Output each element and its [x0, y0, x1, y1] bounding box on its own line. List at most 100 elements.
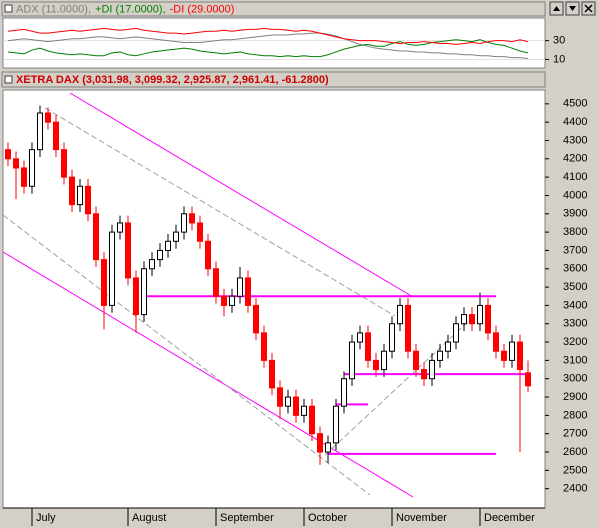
x-tick-label: July — [36, 512, 56, 524]
candle-body — [141, 268, 147, 316]
x-tick-label: September — [220, 512, 274, 524]
candle-body — [213, 268, 219, 297]
candle-body — [253, 304, 259, 334]
candle-body — [333, 405, 339, 444]
y-tick-label: 4500 — [563, 98, 587, 110]
indicator-line — [7, 39, 529, 58]
candle-body — [517, 341, 523, 371]
adx-legend: ADX (11.0000), +DI (17.0000), -DI (29.0000… — [16, 3, 234, 15]
candle-body — [93, 213, 99, 261]
x-tick-label: October — [308, 512, 347, 524]
candle-body — [125, 222, 131, 279]
adx-plot — [2, 17, 546, 69]
candle-body — [397, 304, 403, 325]
candle-body — [317, 433, 323, 453]
candle-body — [461, 314, 467, 325]
candle-body — [149, 259, 155, 270]
candle-body — [181, 213, 187, 233]
candle-body — [45, 112, 51, 123]
y-tick-label: 3200 — [563, 336, 587, 348]
y-tick-label: 4100 — [563, 171, 587, 183]
legend-entry: +DI (17.0000), — [95, 3, 166, 15]
candle-body — [413, 350, 419, 371]
candle-body — [269, 359, 275, 389]
candle-body — [325, 442, 331, 453]
x-tick-label: November — [396, 512, 447, 524]
candle-body — [373, 359, 379, 371]
candle-body — [157, 249, 163, 261]
candle-body — [245, 277, 251, 306]
x-tick-label: August — [132, 512, 166, 524]
up-icon — [553, 6, 560, 11]
candle-body — [437, 350, 443, 361]
candle-body — [365, 332, 371, 361]
y-tick-label: 30 — [553, 35, 565, 47]
panel-icon — [4, 75, 13, 84]
y-tick-label: 3900 — [563, 208, 587, 220]
candle-body — [237, 277, 243, 297]
y-tick-label: 3000 — [563, 373, 587, 385]
y-tick-label: 3800 — [563, 226, 587, 238]
candle-body — [189, 213, 195, 224]
candle-body — [509, 341, 515, 361]
price-title-bar — [1, 71, 546, 88]
y-tick-label: 4300 — [563, 134, 587, 146]
candle-body — [389, 323, 395, 352]
y-tick-label: 3600 — [563, 263, 587, 275]
candle-body — [277, 387, 283, 407]
candle-body — [341, 378, 347, 407]
candle-body — [405, 304, 411, 352]
candle-body — [101, 259, 107, 306]
indicator-line — [7, 32, 529, 60]
candle-body — [309, 405, 315, 435]
candle-body — [61, 149, 67, 178]
y-tick-label: 4000 — [563, 189, 587, 201]
channel-upper — [69, 92, 414, 298]
x-tick-label: December — [484, 512, 535, 524]
y-tick-label: 2500 — [563, 464, 587, 476]
y-tick-label: 3700 — [563, 244, 587, 256]
channel-mid — [44, 107, 396, 317]
candle-body — [453, 323, 459, 343]
y-tick-label: 3300 — [563, 318, 587, 330]
candle-body — [13, 158, 19, 169]
candle-body — [133, 277, 139, 316]
channel-lower — [2, 251, 414, 498]
candle-body — [85, 185, 91, 215]
candle-body — [381, 350, 387, 371]
y-tick-label: 4400 — [563, 116, 587, 128]
price-plot — [2, 89, 546, 509]
panel-icon — [4, 4, 13, 13]
close-icon — [584, 4, 593, 13]
y-tick-label: 2400 — [563, 483, 587, 495]
adx-title-bar — [1, 1, 546, 17]
y-tick-label: 3400 — [563, 299, 587, 311]
candle-body — [477, 304, 483, 325]
candle-body — [469, 314, 475, 325]
y-tick-label: 2900 — [563, 391, 587, 403]
y-tick-label: 2600 — [563, 446, 587, 458]
candle-body — [29, 149, 35, 187]
candle-body — [197, 222, 203, 242]
candle-body — [205, 240, 211, 270]
candle-body — [285, 396, 291, 407]
candle-body — [5, 149, 11, 160]
y-tick-label: 10 — [553, 53, 565, 65]
price-title: XETRA DAX (3,031.98, 3,099.32, 2,925.87,… — [16, 74, 329, 86]
candle-body — [501, 350, 507, 361]
candle-body — [429, 359, 435, 380]
candle-body — [229, 295, 235, 306]
channel-mid — [2, 214, 371, 496]
indicator-line — [7, 27, 529, 45]
candle-body — [165, 240, 171, 251]
y-tick-label: 3100 — [563, 354, 587, 366]
y-tick-label: 3500 — [563, 281, 587, 293]
candle-body — [117, 222, 123, 233]
candle-body — [21, 167, 27, 187]
candle-body — [173, 231, 179, 242]
legend-entry: ADX (11.0000), — [16, 3, 91, 15]
channel-lines — [2, 92, 471, 498]
candle-body — [493, 332, 499, 352]
